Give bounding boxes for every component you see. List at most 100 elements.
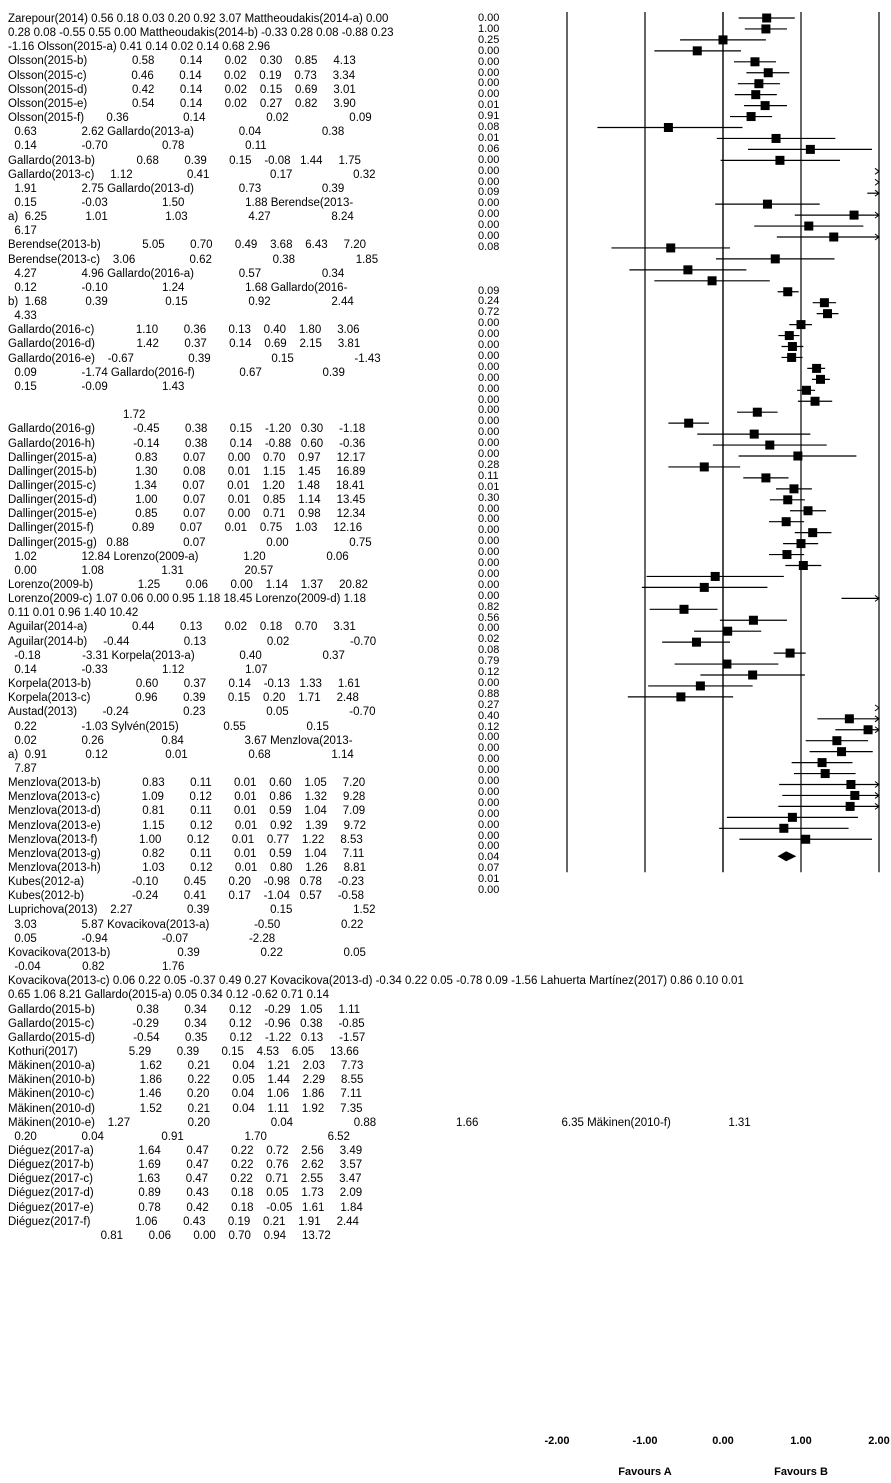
study-marker [754, 79, 764, 89]
p-value: 0.01 [478, 873, 500, 886]
p-value: 0.82 [478, 600, 500, 613]
p-value: 0.00 [478, 578, 500, 591]
ci-arrow [874, 189, 880, 197]
table-line: Lorenzo(2009-b) 1.25 0.06 0.00 1.14 1.37… [8, 579, 368, 591]
study-marker [804, 221, 814, 231]
table-line: 0.02 0.26 0.84 3.67 Menzlova(2013- [8, 734, 353, 747]
study-marker [850, 790, 860, 800]
p-value: 0.00 [478, 153, 500, 166]
table-line: Diéguez(2017-a) 1.64 0.47 0.22 0.72 2.56… [8, 1145, 363, 1157]
p-value: 0.00 [478, 622, 500, 635]
p-value: 0.12 [478, 666, 500, 678]
table-line: Gallardo(2016-h) -0.14 0.38 0.14 -0.88 0… [8, 437, 366, 450]
table-line: Menzlova(2013-d) 0.81 0.11 0.01 0.59 1.0… [8, 805, 366, 818]
p-value: 0.00 [478, 676, 500, 689]
study-marker [816, 374, 825, 384]
table-line: 0.15 -0.09 1.43 [8, 380, 185, 393]
table-line: Diéguez(2017-f) 1.06 0.43 0.19 0.21 1.91… [8, 1215, 359, 1228]
study-marker [771, 133, 781, 143]
p-value: 0.00 [478, 44, 500, 57]
table-line: 1.72 [8, 409, 146, 422]
p-value: 0.08 [478, 121, 500, 133]
favours-b-label: Favours B [774, 1466, 828, 1478]
p-value: 0.00 [478, 77, 500, 90]
p-value: 0.00 [478, 753, 500, 766]
study-marker [684, 418, 694, 428]
table-line: -0.04 0.82 1.76 [8, 961, 185, 974]
study-marker [750, 57, 760, 67]
table-line: Lorenzo(2009-c) 1.07 0.06 0.00 0.95 1.18… [8, 593, 367, 606]
study-marker [765, 440, 775, 450]
table-line: Aguilar(2014-a) 0.44 0.13 0.02 0.18 0.70… [8, 621, 356, 634]
ci-arrow [874, 726, 880, 734]
study-marker [763, 68, 773, 78]
table-line: Mäkinen(2010-d) 1.52 0.21 0.04 1.11 1.92… [8, 1102, 363, 1115]
table-line: Mäkinen(2010-b) 1.86 0.22 0.05 1.44 2.29… [8, 1074, 364, 1087]
ci-arrow [874, 803, 880, 810]
ci-arrow [874, 233, 880, 241]
p-value: 0.30 [478, 491, 500, 504]
study-marker [793, 451, 803, 461]
table-line: 0.14 -0.33 1.12 1.07 [8, 663, 268, 676]
table-line: -0.18 -3.31 Korpela(2013-a) 0.40 0.37 [8, 649, 345, 662]
study-marker [663, 123, 673, 132]
summary-diamond [777, 851, 797, 862]
table-line: Gallardo(2013-b) 0.68 0.39 0.15 -0.08 1.… [8, 154, 361, 167]
table-line: Menzlova(2013-f) 1.00 0.12 0.01 0.77 1.2… [8, 833, 363, 846]
table-line: Menzlova(2013-b) 0.83 0.11 0.01 0.60 1.0… [8, 777, 366, 790]
table-line: Dallinger(2015-f) 0.89 0.07 0.01 0.75 1.… [8, 522, 363, 535]
p-value: 0.00 [478, 404, 500, 417]
table-line: Diéguez(2017-e) 0.78 0.42 0.18 -0.05 1.6… [8, 1201, 363, 1214]
study-marker [796, 539, 806, 549]
p-value: 0.06 [478, 142, 500, 155]
p-value: 0.00 [478, 12, 500, 24]
study-marker [695, 681, 705, 691]
study-marker [770, 254, 780, 264]
p-value: 0.00 [478, 426, 500, 439]
table-line: Kubes(2012-b) -0.24 0.41 0.17 -1.04 0.57… [8, 890, 365, 903]
p-value: 0.79 [478, 655, 500, 668]
p-value: 0.00 [478, 807, 500, 820]
p-value: 0.40 [478, 709, 500, 722]
table-line: 6.17 [8, 225, 37, 238]
study-marker [849, 210, 859, 220]
table-line: 0.65 1.06 8.21 Gallardo(2015-a) 0.05 0.3… [8, 989, 329, 1002]
study-marker [749, 429, 759, 439]
table-line: 0.28 0.08 -0.55 0.55 0.00 Mattheoudakis(… [8, 27, 394, 40]
study-marker [817, 758, 827, 768]
ci-arrow [874, 704, 880, 712]
p-value: 0.04 [478, 851, 500, 864]
study-marker [751, 90, 761, 100]
table-line: 0.05 -0.94 -0.07 -2.28 [8, 932, 276, 945]
study-marker [718, 35, 728, 45]
study-marker [723, 626, 733, 636]
study-marker [761, 473, 771, 483]
table-line: Gallardo(2016-d) 1.42 0.37 0.14 0.69 2.1… [8, 338, 361, 351]
study-marker [784, 331, 794, 341]
study-marker [798, 561, 808, 570]
table-line: 0.81 0.06 0.00 0.70 0.94 13.72 [8, 1229, 331, 1242]
table-line: Menzlova(2013-g) 0.82 0.11 0.01 0.59 1.0… [8, 847, 365, 860]
ci-arrow [874, 715, 880, 723]
table-line: Dallinger(2015-e) 0.85 0.07 0.00 0.71 0.… [8, 508, 366, 521]
study-marker [803, 506, 813, 516]
table-line: Luprichova(2013) 2.27 0.39 0.15 1.52 [8, 904, 376, 917]
p-value: 0.01 [478, 480, 500, 493]
study-marker [837, 747, 847, 757]
study-marker [679, 604, 689, 614]
table-line: 4.33 [8, 310, 37, 323]
table-line: Berendse(2013-b) 5.05 0.70 0.49 3.68 6.4… [8, 239, 366, 252]
study-marker [801, 834, 811, 844]
p-value: 0.00 [478, 208, 500, 221]
study-marker [762, 13, 772, 23]
p-value: 0.00 [478, 437, 500, 450]
p-value: 0.00 [478, 502, 500, 515]
table-line: 1.91 2.75 Gallardo(2013-d) 0.73 0.39 [8, 182, 345, 195]
table-line: Olsson(2015-d) 0.42 0.14 0.02 0.15 0.69 … [8, 83, 356, 96]
p-value: 0.00 [478, 764, 500, 777]
study-marker [846, 780, 856, 789]
ci-arrow [874, 211, 880, 219]
table-line: b) 1.68 0.39 0.15 0.92 2.44 [8, 296, 354, 308]
